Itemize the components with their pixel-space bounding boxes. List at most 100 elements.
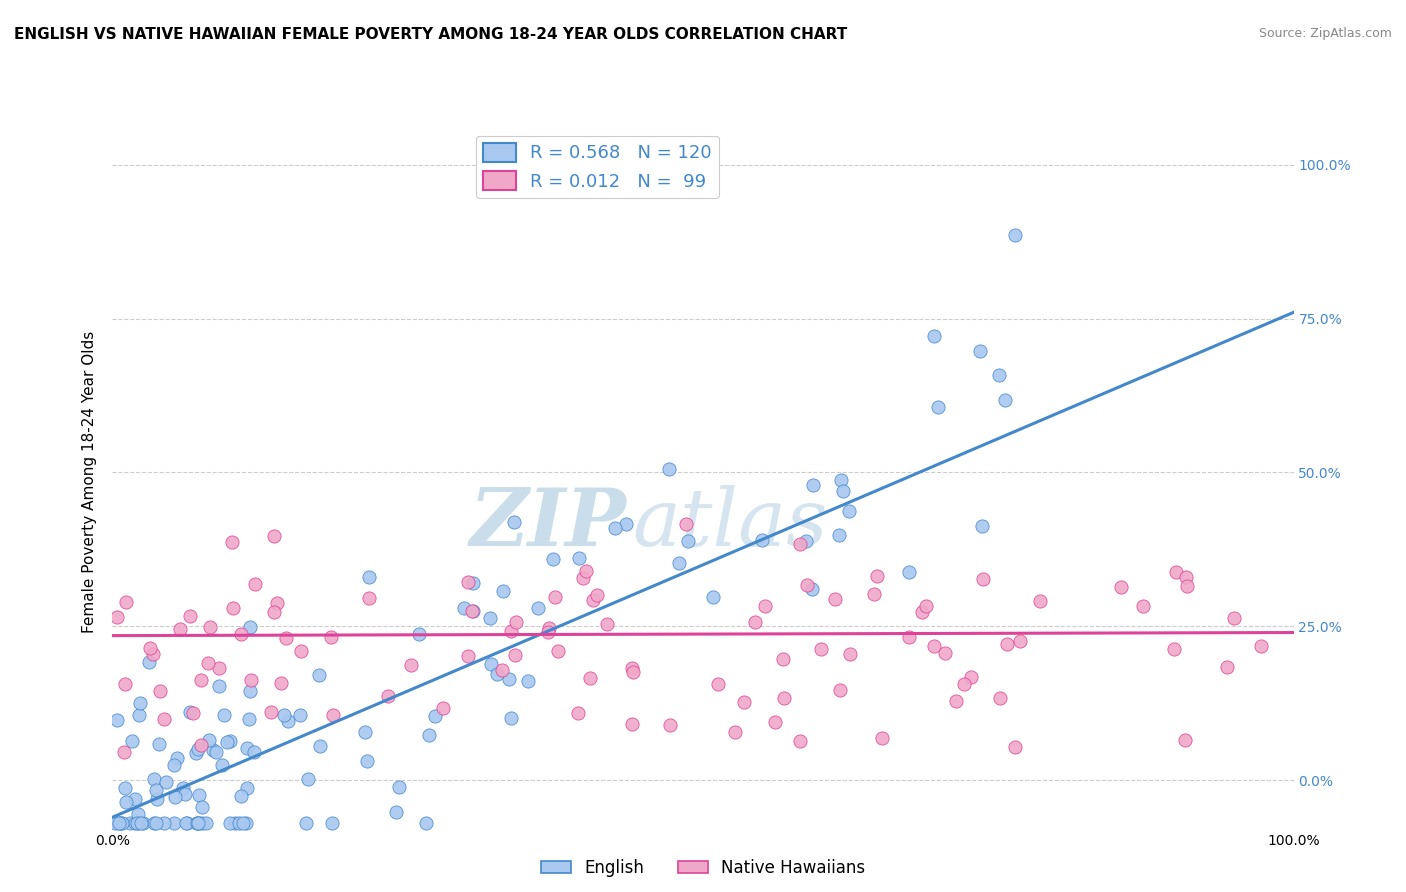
Point <box>415 816 437 830</box>
Point <box>460 604 482 618</box>
Point <box>145 783 167 797</box>
Point <box>239 684 262 698</box>
Point <box>1174 733 1197 747</box>
Point <box>575 564 598 578</box>
Point <box>911 605 934 619</box>
Point <box>243 577 266 591</box>
Point <box>922 329 945 343</box>
Point <box>503 516 526 530</box>
Point <box>215 735 238 749</box>
Point <box>1109 580 1132 594</box>
Point <box>263 605 285 619</box>
Point <box>582 593 605 607</box>
Point <box>139 641 162 656</box>
Point <box>831 483 853 498</box>
Point <box>970 519 993 533</box>
Point <box>863 587 886 601</box>
Point <box>129 697 152 711</box>
Point <box>388 780 411 794</box>
Point <box>108 816 131 830</box>
Point <box>572 571 595 585</box>
Point <box>796 578 818 592</box>
Point <box>229 627 252 641</box>
Text: ZIP: ZIP <box>470 484 626 562</box>
Point <box>567 706 589 720</box>
Point <box>181 706 204 720</box>
Point <box>988 691 1011 706</box>
Point <box>830 683 852 698</box>
Point <box>1132 599 1154 613</box>
Point <box>995 637 1018 651</box>
Point <box>621 665 644 679</box>
Point <box>129 816 152 830</box>
Point <box>839 647 862 661</box>
Point <box>172 780 194 795</box>
Point <box>377 690 399 704</box>
Point <box>191 816 214 830</box>
Point <box>152 712 174 726</box>
Point <box>232 816 254 830</box>
Point <box>186 816 208 830</box>
Point <box>706 677 728 691</box>
Point <box>541 552 564 566</box>
Point <box>236 741 259 756</box>
Point <box>733 695 755 709</box>
Point <box>195 816 218 830</box>
Point <box>190 673 212 687</box>
Point <box>801 477 824 491</box>
Point <box>503 648 526 663</box>
Point <box>1177 579 1199 593</box>
Point <box>142 772 165 787</box>
Point <box>1163 642 1185 657</box>
Point <box>1216 660 1239 674</box>
Point <box>263 528 285 542</box>
Point <box>678 534 700 549</box>
Point <box>659 718 682 732</box>
Point <box>288 708 311 723</box>
Point <box>174 787 197 801</box>
Point <box>112 746 135 760</box>
Point <box>166 751 188 765</box>
Point <box>124 816 146 830</box>
Point <box>205 745 228 759</box>
Point <box>675 517 697 532</box>
Point <box>423 709 446 723</box>
Point <box>658 462 681 476</box>
Point <box>163 758 186 772</box>
Point <box>927 401 949 415</box>
Text: Source: ZipAtlas.com: Source: ZipAtlas.com <box>1258 27 1392 40</box>
Point <box>359 591 381 606</box>
Point <box>810 642 832 657</box>
Point <box>218 734 240 748</box>
Point <box>163 790 186 805</box>
Point <box>1174 570 1197 584</box>
Point <box>544 590 567 604</box>
Point <box>163 816 186 830</box>
Point <box>754 599 776 613</box>
Point <box>945 694 967 708</box>
Point <box>359 570 381 584</box>
Point <box>145 816 167 830</box>
Point <box>751 533 773 547</box>
Point <box>763 714 786 729</box>
Point <box>527 600 550 615</box>
Point <box>824 591 846 606</box>
Point <box>668 556 690 570</box>
Point <box>231 789 253 803</box>
Point <box>266 596 288 610</box>
Point <box>1004 228 1026 243</box>
Point <box>239 620 262 634</box>
Point <box>924 639 946 653</box>
Point <box>993 392 1015 407</box>
Point <box>498 673 520 687</box>
Point <box>479 657 502 672</box>
Point <box>145 791 167 805</box>
Point <box>235 816 257 830</box>
Point <box>399 658 422 673</box>
Legend: R = 0.568   N = 120, R = 0.012   N =  99: R = 0.568 N = 120, R = 0.012 N = 99 <box>475 136 718 198</box>
Point <box>801 582 824 596</box>
Point <box>190 738 212 752</box>
Point <box>897 566 920 580</box>
Point <box>536 625 558 640</box>
Point <box>621 716 644 731</box>
